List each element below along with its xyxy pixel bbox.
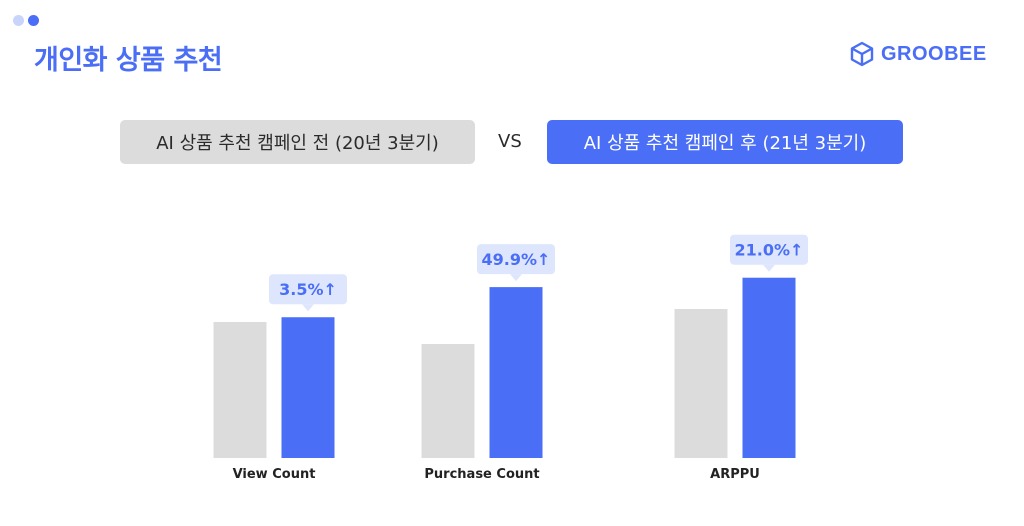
bar-before-1 <box>421 344 475 458</box>
increase-label: 49.9%↑ <box>482 250 551 269</box>
before-campaign-label: AI 상품 추천 캠페인 전 (20년 3분기) <box>120 120 475 164</box>
decorative-dots <box>13 15 39 26</box>
groobee-logo: GROOBEE <box>849 41 987 67</box>
increase-callout-0: 3.5%↑ <box>269 274 347 312</box>
callout-pointer <box>302 304 314 312</box>
logo-text: GROOBEE <box>881 42 987 65</box>
vs-label: VS <box>498 131 522 152</box>
bar-after-1 <box>489 287 543 458</box>
increase-label: 3.5%↑ <box>279 280 337 299</box>
increase-callout-2: 21.0%↑ <box>730 234 808 272</box>
bar-before-0 <box>213 322 267 458</box>
bar-before-2 <box>674 309 728 458</box>
bar-after-0 <box>281 317 335 458</box>
category-label-2: ARPPU <box>710 467 760 482</box>
callout-box <box>477 244 555 275</box>
increase-callout-1: 49.9%↑ <box>477 244 555 282</box>
dot-dark <box>28 15 39 26</box>
callout-pointer <box>510 274 522 282</box>
category-label-0: View Count <box>233 467 316 482</box>
hexagon-cube-icon <box>850 41 874 67</box>
category-label-1: Purchase Count <box>424 467 539 482</box>
page-title: 개인화 상품 추천 <box>34 45 223 76</box>
bar-after-2 <box>742 277 796 458</box>
callout-box <box>730 234 808 265</box>
dot-light <box>13 15 24 26</box>
callout-pointer <box>763 264 775 272</box>
increase-label: 21.0%↑ <box>735 241 804 260</box>
callout-box <box>269 274 347 305</box>
after-campaign-label: AI 상품 추천 캠페인 후 (21년 3분기) <box>547 120 903 164</box>
